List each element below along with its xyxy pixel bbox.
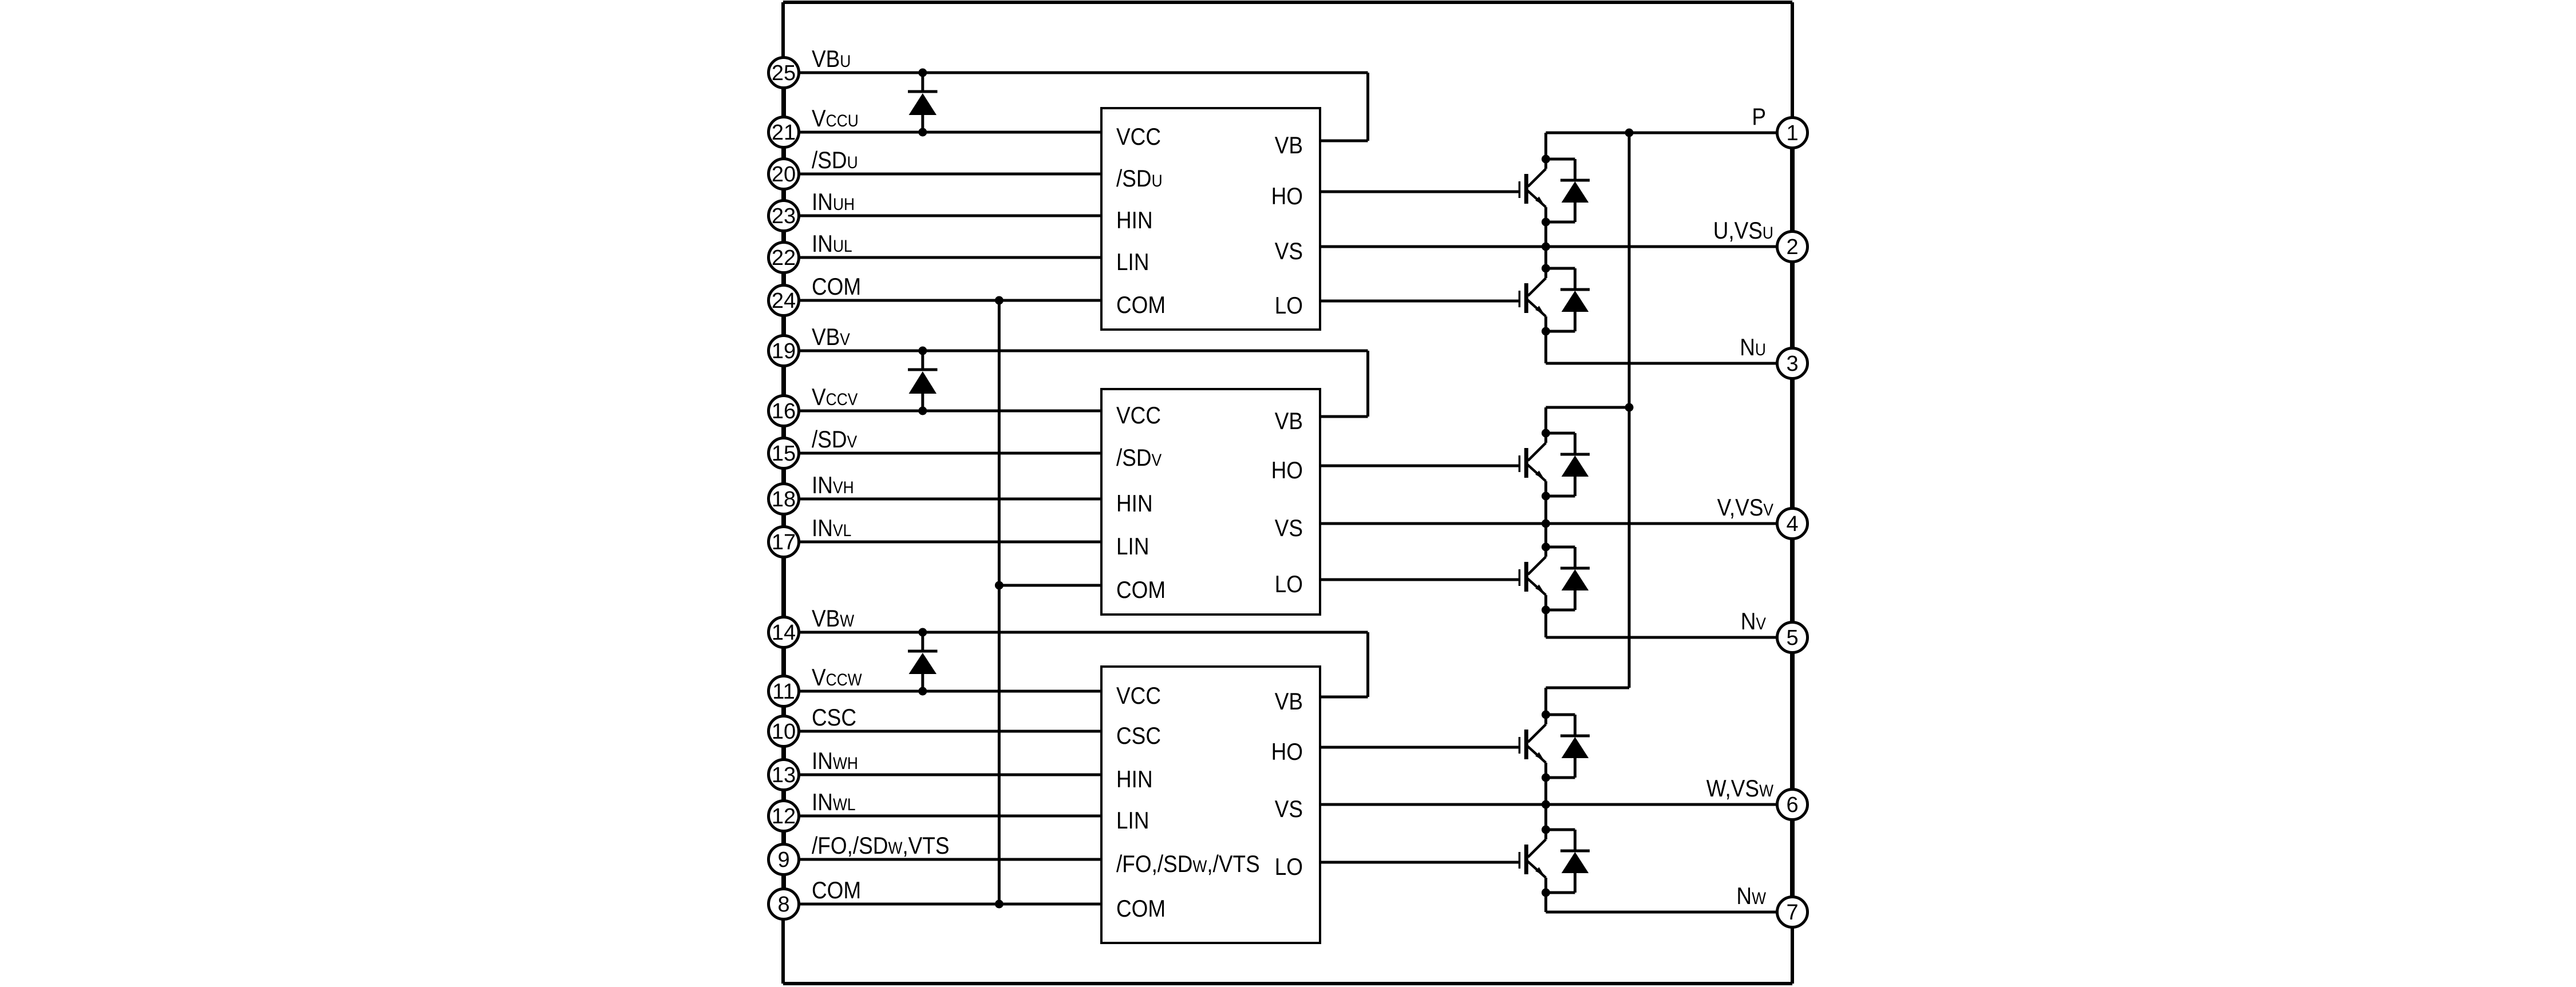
svg-text:4: 4 [1786,512,1798,536]
svg-text:P: P [1752,104,1766,130]
svg-text:17: 17 [772,530,796,554]
svg-text:CSC: CSC [812,704,856,731]
svg-text:VS: VS [1275,796,1303,823]
svg-text:HO: HO [1271,183,1303,210]
svg-text:LO: LO [1275,854,1303,881]
svg-text:VB: VB [1275,408,1303,435]
svg-text:VCC: VCC [1116,402,1161,429]
svg-text:LIN: LIN [1116,533,1149,560]
svg-text:HO: HO [1271,457,1303,484]
svg-text:VB: VB [1275,688,1303,715]
svg-text:12: 12 [772,804,796,829]
svg-text:18: 18 [772,487,796,512]
svg-text:HO: HO [1271,739,1303,766]
svg-text:16: 16 [772,399,796,423]
svg-text:3: 3 [1786,352,1798,376]
svg-text:22: 22 [772,246,796,270]
svg-text:10: 10 [772,720,796,744]
svg-text:INVL: INVL [812,515,851,542]
svg-text:25: 25 [772,61,796,85]
svg-text:COM: COM [812,273,861,300]
svg-text:INUL: INUL [812,231,852,257]
svg-text:VB: VB [1275,132,1303,159]
svg-text:CSC: CSC [1116,723,1161,750]
svg-text:15: 15 [772,442,796,466]
svg-text:9: 9 [777,848,789,872]
svg-text:/FO,/SDW,/VTS: /FO,/SDW,/VTS [1116,851,1260,878]
svg-text:14: 14 [772,621,796,645]
svg-text:21: 21 [772,121,796,145]
svg-text:VS: VS [1275,238,1303,265]
svg-text:LO: LO [1275,292,1303,319]
svg-text:COM: COM [1116,895,1165,922]
svg-text:COM: COM [1116,292,1165,319]
svg-text:VS: VS [1275,515,1303,542]
svg-text:1: 1 [1786,121,1798,145]
svg-text:VCC: VCC [1116,124,1161,150]
svg-text:HIN: HIN [1116,207,1153,234]
svg-text:2: 2 [1786,235,1798,259]
svg-text:/FO,/SDW,VTS: /FO,/SDW,VTS [812,833,949,859]
svg-text:COM: COM [1116,577,1165,604]
svg-text:HIN: HIN [1116,490,1153,517]
svg-text:LIN: LIN [1116,807,1149,834]
svg-text:6: 6 [1786,793,1798,817]
svg-text:5: 5 [1786,626,1798,650]
svg-text:8: 8 [777,893,789,917]
svg-text:13: 13 [772,763,796,787]
svg-text:VCC: VCC [1116,683,1161,709]
svg-text:20: 20 [772,162,796,187]
svg-text:24: 24 [772,289,796,313]
svg-text:11: 11 [772,680,795,704]
svg-text:HIN: HIN [1116,766,1153,793]
svg-text:7: 7 [1786,901,1798,925]
svg-text:COM: COM [812,877,861,904]
svg-text:/SDU: /SDU [812,147,858,174]
svg-text:/SDU: /SDU [1116,165,1163,192]
svg-text:19: 19 [772,339,796,363]
svg-text:LO: LO [1275,571,1303,598]
svg-text:23: 23 [772,204,796,228]
svg-text:LIN: LIN [1116,249,1149,276]
